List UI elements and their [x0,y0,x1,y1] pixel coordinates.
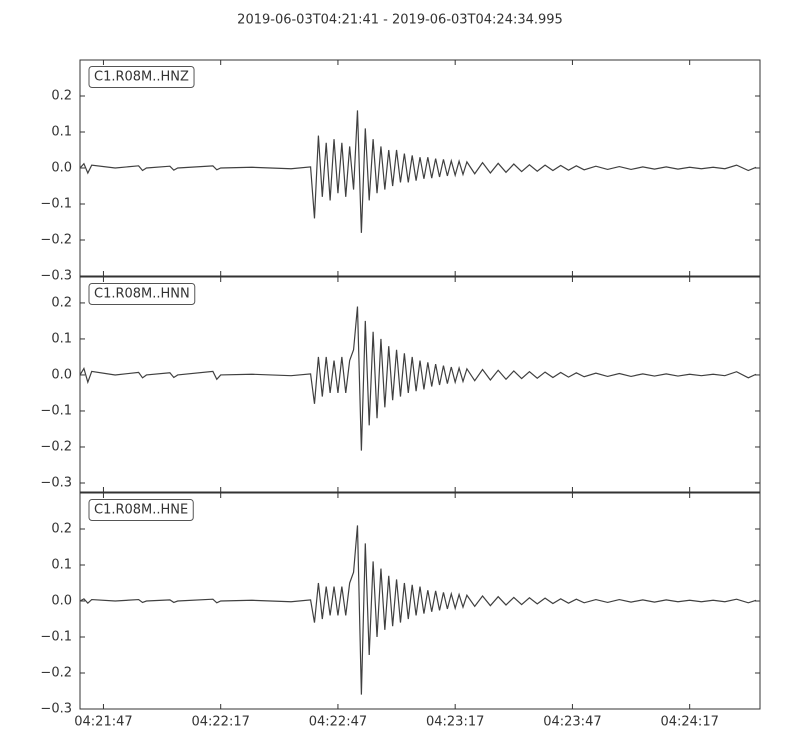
x-tick-label: 04:24:17 [660,715,718,730]
trace-label-box [88,283,196,305]
y-tick-label: 0.1 [51,558,72,573]
trace-line [79,306,757,451]
x-tick-label: 04:21:47 [74,715,132,730]
y-tick-label: 0.2 [51,295,72,310]
y-tick-label: −0.1 [40,403,72,418]
y-tick-label: 0.0 [51,367,72,382]
trace-label: C1.R08M..HNE [94,503,188,518]
trace-label: C1.R08M..HNZ [94,70,189,85]
y-tick-label: 0.1 [51,331,72,346]
x-tick-label: 04:23:17 [426,715,484,730]
y-tick-label: −0.2 [40,233,72,248]
y-tick-label: −0.3 [40,702,72,717]
y-tick-label: 0.1 [51,125,72,140]
y-tick-label: −0.1 [40,630,72,645]
chart-title: 2019-06-03T04:21:41 - 2019-06-03T04:24:3… [237,13,563,28]
y-tick-label: 0.0 [51,594,72,609]
y-tick-label: 0.0 [51,161,72,176]
plot-frame [79,276,761,493]
y-tick-label: −0.1 [40,197,72,212]
trace-label: C1.R08M..HNN [94,287,190,302]
trace-label-box [88,499,194,521]
trace-line [79,525,757,695]
y-tick-label: −0.3 [40,269,72,284]
y-tick-label: −0.3 [40,475,72,490]
y-tick-label: −0.2 [40,439,72,454]
y-tick-label: 0.2 [51,89,72,104]
trace-line [79,110,757,233]
y-tick-label: 0.2 [51,522,72,537]
x-tick-label: 04:22:17 [191,715,249,730]
x-tick-label: 04:23:47 [543,715,601,730]
trace-label-box [88,66,195,88]
y-tick-label: −0.2 [40,666,72,681]
x-tick-label: 04:22:47 [309,715,367,730]
